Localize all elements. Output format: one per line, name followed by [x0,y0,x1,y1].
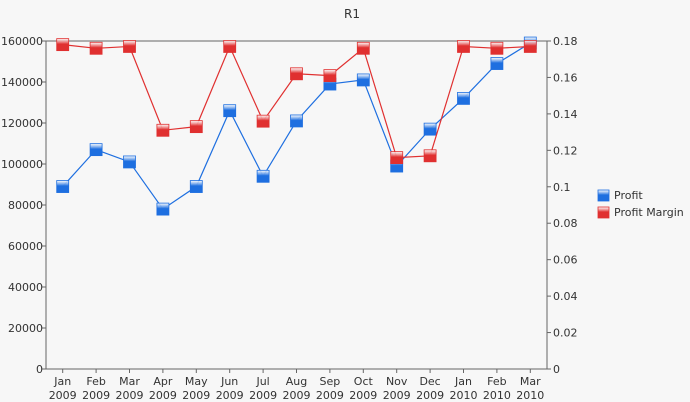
profit-point [123,155,136,169]
profit-margin-point [457,40,470,53]
right-axis-tick-label: 0.06 [553,254,578,267]
x-axis-tick-label-month: Apr [153,375,173,388]
x-axis-tick-label-month: May [185,375,208,388]
chart-title: R1 [344,7,360,21]
profit-margin-point [56,38,70,52]
right-y-axis: 0 0.02 0.04 0.06 0.08 0.1 0.12 0.14 0.16 0.18 [547,35,578,376]
left-axis-tick-label: 140000 [1,76,43,89]
x-axis-tick-label-month: Jul [255,375,269,388]
profit-point [290,114,303,128]
x-axis-tick-label-year: 2009 [283,389,311,402]
right-axis-tick-label: 0.02 [553,327,578,340]
x-axis: Jan2009Feb2009Mar2009Apr2009May2009Jun20… [49,369,544,402]
profit-point [256,169,270,183]
profit-point [156,202,170,216]
series-layer [56,36,537,216]
left-axis-tick-label: 20000 [8,322,43,335]
x-axis-tick-label-year: 2010 [450,389,478,402]
x-axis-tick-label-year: 2009 [249,389,277,402]
profit-margin-point [356,41,370,55]
right-axis-tick-label: 0.14 [553,108,578,121]
profit-point [223,104,237,118]
x-axis-tick-label-year: 2009 [349,389,377,402]
right-axis-tick-label: 0 [553,363,560,376]
profit-point [457,92,470,105]
profit-point [89,143,103,157]
left-axis-tick-label: 160000 [1,35,43,48]
x-axis-tick-label-year: 2009 [182,389,210,402]
profit-point [189,180,203,193]
right-axis-tick-label: 0.18 [553,35,578,48]
x-axis-tick-label-month: Sep [320,375,341,388]
profit-point [423,122,437,136]
x-axis-tick-label-year: 2009 [149,389,177,402]
x-axis-tick-label-month: Jan [454,375,472,388]
left-axis-tick-label: 120000 [1,117,43,130]
profit-margin-point [189,120,203,134]
left-y-axis: 0 20000 40000 60000 80000 100000 120000 140000 1… [1,35,46,376]
left-axis-tick-label: 80000 [8,199,43,212]
left-axis-tick-label: 100000 [1,158,43,171]
profit-margin-point [523,40,537,53]
x-axis-tick-label-year: 2009 [49,389,77,402]
profit-margin-point [423,149,437,163]
x-axis-tick-label-month: Nov [386,375,408,388]
x-axis-tick-label-month: Mar [119,375,140,388]
x-axis-tick-label-year: 2009 [416,389,444,402]
legend-label-profit-margin: Profit Margin [614,206,684,219]
x-axis-tick-label-month: Mar [520,375,541,388]
left-axis-tick-label: 60000 [8,240,43,253]
legend-marker-profit [597,189,610,202]
x-axis-tick-label-month: Feb [487,375,506,388]
x-axis-tick-label-year: 2009 [316,389,344,402]
profit-margin-point [156,123,170,137]
profit-margin-point [89,41,103,55]
profit-margin-point [390,151,404,165]
x-axis-tick-label-year: 2009 [116,389,144,402]
profit-point [490,57,504,70]
profit-margin-point [290,67,303,81]
profit-point [356,73,370,87]
legend-marker-profit-margin [597,206,610,219]
x-axis-tick-label-year: 2009 [82,389,110,402]
right-axis-tick-label: 0.12 [553,144,578,157]
x-axis-tick-label-month: Oct [354,375,374,388]
x-axis-tick-label-month: Jan [53,375,71,388]
x-axis-tick-label-year: 2010 [483,389,511,402]
left-axis-tick-label: 0 [36,363,43,376]
x-axis-tick-label-year: 2010 [516,389,544,402]
profit-point [56,180,70,193]
profit-margin-point [256,114,270,128]
legend-label-profit: Profit [614,189,643,202]
profit-margin-point [490,41,504,55]
left-axis-tick-label: 40000 [8,281,43,294]
x-axis-tick-label-month: Dec [419,375,440,388]
right-axis-tick-label: 0.16 [553,71,578,84]
right-axis-tick-label: 0.1 [553,181,571,194]
x-axis-tick-label-year: 2009 [383,389,411,402]
right-axis-tick-label: 0.08 [553,217,578,230]
right-axis-tick-label: 0.04 [553,290,578,303]
x-axis-tick-label-month: Feb [86,375,105,388]
legend: Profit Profit Margin [597,189,684,219]
x-axis-tick-label-year: 2009 [216,389,244,402]
profit-margin-point [123,40,136,53]
x-axis-tick-label-month: Aug [286,375,307,388]
x-axis-tick-label-month: Jun [220,375,238,388]
profit-margin-point [323,69,337,83]
profit-margin-point [223,40,237,53]
